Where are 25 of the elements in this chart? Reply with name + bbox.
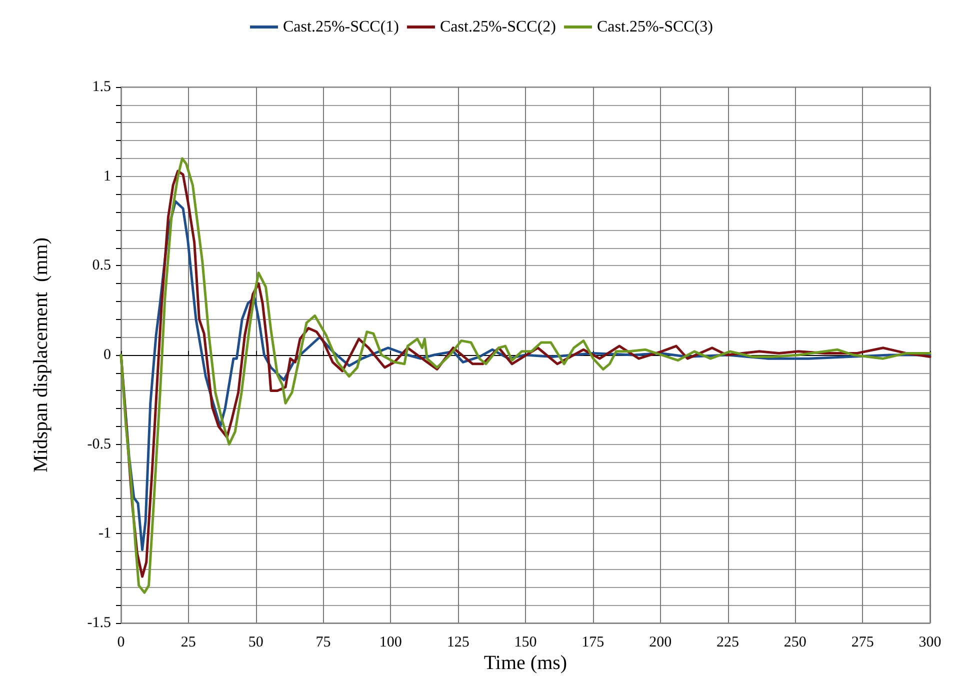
x-tick-label: 300 [918,634,942,650]
x-tick-label: 225 [716,634,739,650]
x-tick-label: 50 [248,634,264,650]
x-tick-label: 125 [446,634,470,650]
y-tick-label: 0.5 [92,258,111,274]
x-tick-label: 25 [180,634,196,650]
x-tick-label: 200 [649,634,672,650]
y-tick-label: -0.5 [87,436,111,452]
y-tick-label: -1.5 [87,615,111,631]
y-tick-label: -1 [98,526,111,542]
y-tick-label: 1 [104,168,111,184]
x-tick-label: 150 [514,634,537,650]
x-tick-label: 0 [117,634,125,650]
x-tick-label: 250 [784,634,806,650]
legend-label: Cast.25%-SCC(1) [283,18,399,36]
legend-label: Cast.25%-SCC(2) [440,18,556,36]
x-tick-label: 100 [379,634,402,650]
x-tick-label: 175 [582,634,604,650]
y-axis-title: Midspan displacement (mm) [30,238,52,472]
x-tick-label: 75 [316,634,331,650]
x-axis-title: Time (ms) [484,652,568,674]
legend-label: Cast.25%-SCC(3) [597,18,713,36]
y-tick-label: 0 [104,347,111,363]
y-tick-label: 1.5 [92,79,111,95]
x-tick-label: 275 [851,634,874,650]
